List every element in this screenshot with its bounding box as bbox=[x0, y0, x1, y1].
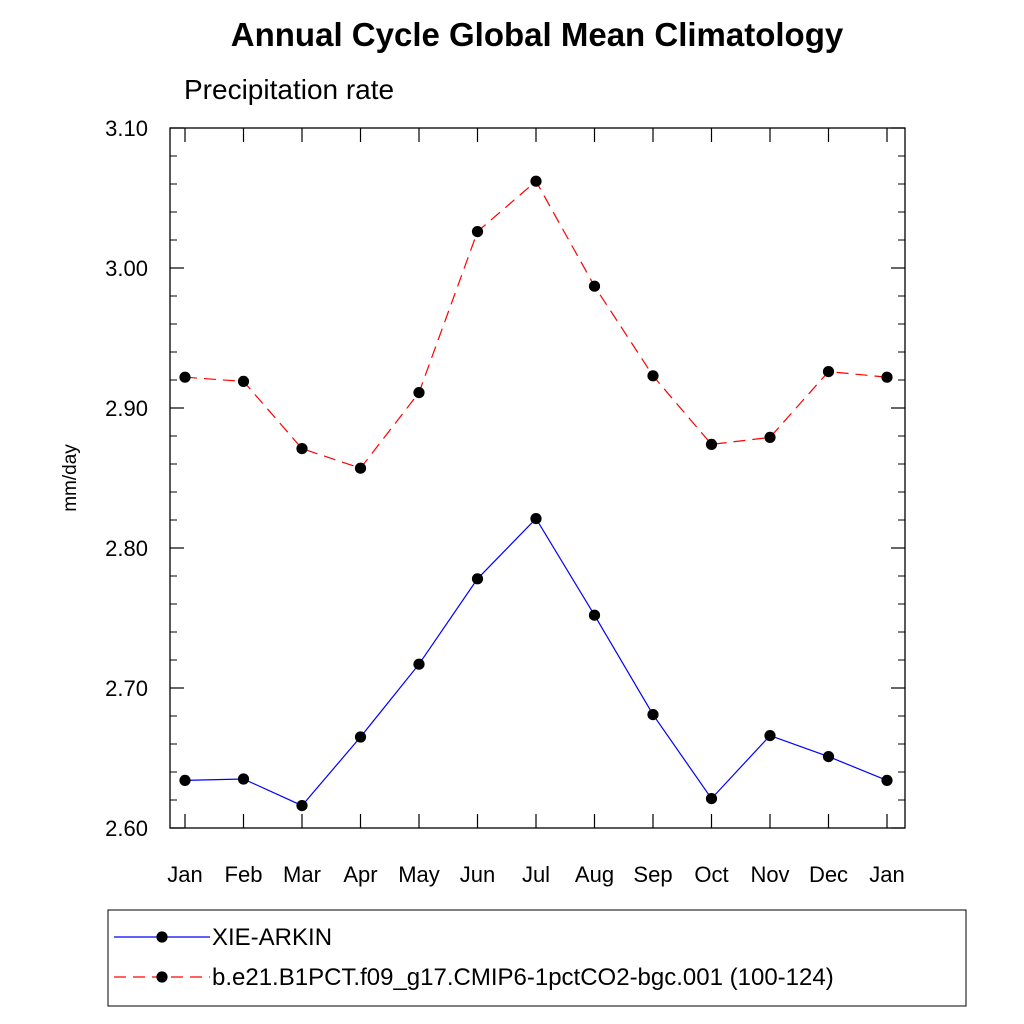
data-point bbox=[296, 443, 308, 455]
data-point bbox=[179, 371, 191, 383]
data-point bbox=[647, 370, 659, 382]
y-tick-label: 2.60 bbox=[105, 816, 148, 841]
data-point bbox=[881, 774, 893, 787]
data-point bbox=[413, 387, 425, 399]
data-point bbox=[822, 366, 835, 378]
data-point bbox=[822, 751, 835, 763]
x-tick-label: Nov bbox=[750, 862, 789, 887]
legend-label-1: b.e21.B1PCT.f09_g17.CMIP6-1pctCO2-bgc.00… bbox=[212, 964, 834, 991]
data-point bbox=[354, 462, 367, 474]
chart-subtitle: Precipitation rate bbox=[184, 74, 394, 105]
x-tick-label: Aug bbox=[575, 862, 614, 887]
x-axis: Jan Feb Mar Apr May Jun Jul Aug Sep Oct Nov Dec Jan bbox=[167, 128, 905, 887]
data-point bbox=[647, 709, 659, 721]
data-point bbox=[588, 609, 601, 621]
data-point bbox=[237, 375, 250, 387]
x-tick-label: May bbox=[398, 862, 440, 887]
legend-label-0: XIE-ARKIN bbox=[212, 924, 332, 951]
y-tick-label: 2.90 bbox=[105, 396, 148, 421]
legend: XIE-ARKIN b.e21.B1PCT.f09_g17.CMIP6-1pctC… bbox=[107, 909, 967, 1007]
x-tick-label: Feb bbox=[225, 862, 263, 887]
data-point bbox=[764, 730, 776, 742]
series-line-0 bbox=[184, 517, 888, 807]
legend-box bbox=[107, 909, 967, 1007]
legend-marker bbox=[156, 931, 168, 943]
x-tick-label: Mar bbox=[283, 862, 321, 887]
plot-frame bbox=[169, 127, 906, 829]
x-tick-label: Jan bbox=[167, 862, 202, 887]
data-point bbox=[705, 438, 718, 450]
chart-title: Annual Cycle Global Mean Climatology bbox=[231, 16, 844, 53]
plot-area bbox=[179, 175, 893, 812]
x-tick-label: Jul bbox=[522, 862, 550, 887]
legend-marker bbox=[156, 971, 168, 983]
y-tick-label: 2.80 bbox=[105, 536, 148, 561]
y-axis-label: mm/day bbox=[60, 444, 81, 512]
y-tick-label: 2.70 bbox=[105, 676, 148, 701]
data-point bbox=[413, 658, 425, 670]
x-tick-label: Oct bbox=[694, 862, 728, 887]
x-tick-label: Dec bbox=[809, 862, 848, 887]
data-point bbox=[237, 773, 250, 785]
data-point bbox=[296, 800, 308, 812]
x-tick-label: Jun bbox=[460, 862, 495, 887]
y-axis: 2.60 2.70 2.80 2.90 3.00 3.10 bbox=[105, 116, 905, 841]
y-tick-label: 3.10 bbox=[105, 116, 148, 141]
series-line-1 bbox=[184, 180, 888, 469]
data-point bbox=[471, 573, 484, 585]
data-point bbox=[588, 280, 601, 292]
data-point bbox=[881, 371, 893, 383]
data-point bbox=[471, 226, 484, 238]
x-tick-label: Sep bbox=[633, 862, 672, 887]
data-point bbox=[530, 175, 542, 187]
data-point bbox=[179, 774, 191, 787]
data-point bbox=[764, 431, 776, 443]
x-tick-label: Apr bbox=[343, 862, 377, 887]
x-tick-label: Jan bbox=[869, 862, 904, 887]
data-point bbox=[530, 513, 542, 525]
data-point bbox=[354, 731, 367, 743]
data-point bbox=[705, 793, 718, 805]
y-tick-label: 3.00 bbox=[105, 256, 148, 281]
